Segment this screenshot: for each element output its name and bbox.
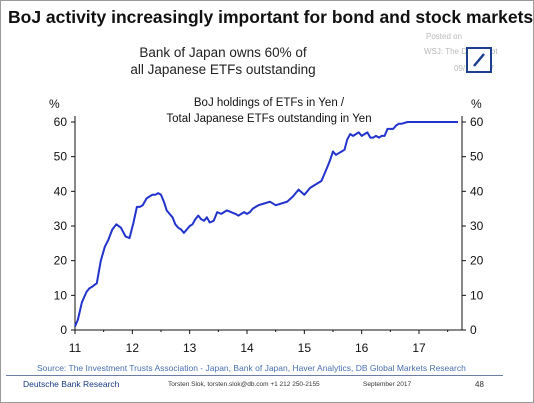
y-tick-label-right: 60 (470, 115, 484, 129)
tick-labels: 0 0 10 10 20 20 30 30 40 40 50 50 60 60 11 12 13 14 15 16 17 (54, 115, 484, 355)
x-tick-label: 15 (298, 341, 312, 355)
chart-title-line-1: BoJ holdings of ETFs in Yen / (194, 97, 345, 109)
series (74, 121, 458, 327)
left-axis-unit: % (49, 97, 60, 111)
footer-divider (6, 375, 503, 376)
etf-share-line (74, 121, 458, 327)
chart-subtitle: Bank of Japan owns 60% of all Japanese E… (113, 44, 333, 78)
y-tick-label-right: 40 (470, 184, 484, 198)
subtitle-line-2: all Japanese ETFs outstanding (130, 62, 316, 77)
x-tick-label: 14 (240, 341, 254, 355)
footer-org: Deutsche Bank Research (23, 379, 120, 389)
source-note: Source: The Investment Trusts Associatio… (37, 363, 466, 373)
y-tick-label-left: 10 (54, 288, 68, 302)
y-tick-label-left: 30 (54, 219, 68, 233)
y-tick-label-left: 60 (54, 115, 68, 129)
page-number: 48 (475, 380, 484, 389)
x-tick-label: 17 (412, 341, 426, 355)
y-tick-label-right: 0 (470, 323, 477, 337)
slash-icon (473, 53, 485, 67)
watermark-posted: Posted on (426, 32, 463, 41)
footer-contact: Torsten Slok, torsten.slok@db.com +1 212… (168, 381, 320, 388)
y-tick-label-right: 50 (470, 150, 484, 164)
deutsche-bank-logo-icon (466, 47, 492, 73)
y-tick-label-right: 20 (470, 254, 484, 268)
axes (71, 116, 466, 334)
y-tick-label-left: 0 (60, 323, 67, 337)
chart-title-line-2: Total Japanese ETFs outstanding in Yen (166, 113, 371, 125)
y-tick-label-left: 50 (54, 150, 68, 164)
footer-date: September 2017 (363, 381, 412, 388)
y-tick-label-left: 40 (54, 184, 68, 198)
y-tick-label-left: 20 (54, 254, 68, 268)
subtitle-line-1: Bank of Japan owns 60% of (139, 45, 307, 60)
y-tick-label-right: 10 (470, 288, 484, 302)
x-tick-label: 16 (355, 341, 369, 355)
x-tick-label: 11 (69, 341, 82, 355)
right-axis-unit: % (471, 97, 482, 111)
watermark-source: WSJ: The Daily Shot (424, 47, 498, 56)
x-tick-label: 12 (126, 341, 140, 355)
y-tick-label-right: 30 (470, 219, 484, 233)
etf-holdings-chart: 0 0 10 10 20 20 30 30 40 40 50 50 60 60 11 12 13 14 15 16 17… (49, 97, 484, 355)
x-tick-label: 13 (183, 341, 197, 355)
headline: BoJ activity increasingly important for … (8, 7, 534, 27)
